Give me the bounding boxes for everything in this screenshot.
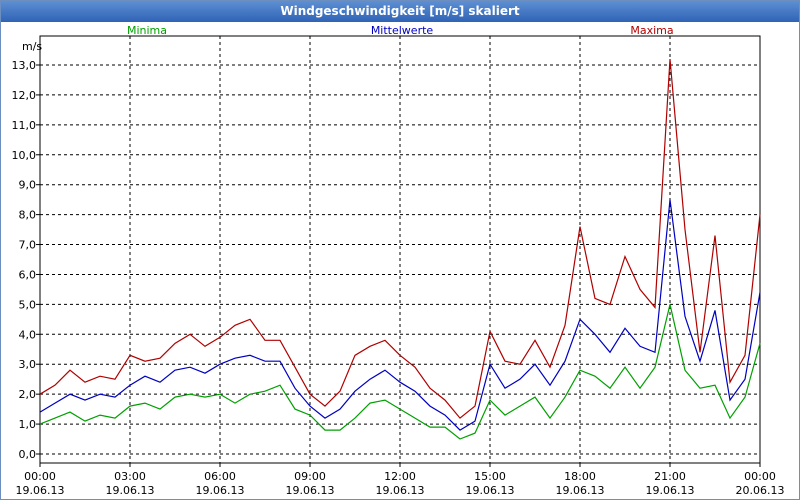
x-tick-date-label: 19.06.13 (376, 484, 425, 497)
x-tick-date-label: 19.06.13 (646, 484, 695, 497)
x-tick-date-label: 19.06.13 (106, 484, 155, 497)
legend-entry-minima: Minima (127, 24, 167, 37)
window-title: Windgeschwindigkeit [m/s] skaliert (1, 1, 799, 22)
y-tick-label: 9,0 (19, 179, 37, 192)
plot-frame (39, 35, 761, 464)
x-tick-time-label: 12:00 (384, 470, 416, 483)
y-tick-label: 11,0 (12, 119, 37, 132)
x-tick-date-label: 19.06.13 (466, 484, 515, 497)
y-tick-label: 3,0 (19, 358, 37, 371)
x-tick-time-label: 00:00 (24, 470, 56, 483)
y-tick-label: 10,0 (12, 149, 37, 162)
series-lines (39, 58, 761, 440)
x-tick-time-label: 18:00 (564, 470, 596, 483)
y-tick-label: 12,0 (12, 89, 37, 102)
series-line-mittelwerte (39, 199, 761, 431)
chart-axes (36, 35, 761, 467)
y-tick-label: 5,0 (19, 298, 37, 311)
y-tick-label: 0,0 (19, 448, 37, 461)
y-tick-label: 13,0 (12, 59, 37, 72)
x-tick-time-label: 21:00 (654, 470, 686, 483)
legend-entry-maxima: Maxima (630, 24, 673, 37)
x-tick-date-label: 20.06.13 (736, 484, 785, 497)
x-tick-date-label: 19.06.13 (196, 484, 245, 497)
y-tick-label: 8,0 (19, 209, 37, 222)
x-tick-time-label: 03:00 (114, 470, 146, 483)
legend: Minima Mittelwerte Maxima (127, 24, 674, 37)
y-tick-label: 4,0 (19, 328, 37, 341)
y-tick-label: 7,0 (19, 239, 37, 252)
x-tick-time-label: 00:00 (744, 470, 776, 483)
y-tick-label: 2,0 (19, 388, 37, 401)
x-tick-date-label: 19.06.13 (556, 484, 605, 497)
y-tick-label: 6,0 (19, 268, 37, 281)
legend-entry-mittelwerte: Mittelwerte (371, 24, 434, 37)
x-tick-time-label: 09:00 (294, 470, 326, 483)
x-tick-labels: 00:0019.06.1303:0019.06.1306:0019.06.130… (16, 470, 785, 497)
series-line-maxima (39, 58, 761, 419)
y-axis-unit-label: m/s (22, 40, 42, 53)
x-tick-time-label: 15:00 (474, 470, 506, 483)
series-line-minima (39, 304, 761, 440)
grid-lines (40, 36, 760, 463)
y-tick-label: 1,0 (19, 418, 37, 431)
x-tick-date-label: 19.06.13 (16, 484, 65, 497)
x-tick-date-label: 19.06.13 (286, 484, 335, 497)
x-tick-time-label: 06:00 (204, 470, 236, 483)
y-tick-labels: 0,0 1,0 2,0 3,0 4,0 5,0 6,0 7,0 8,0 9,0 10,0 11,0 12… (12, 59, 37, 461)
